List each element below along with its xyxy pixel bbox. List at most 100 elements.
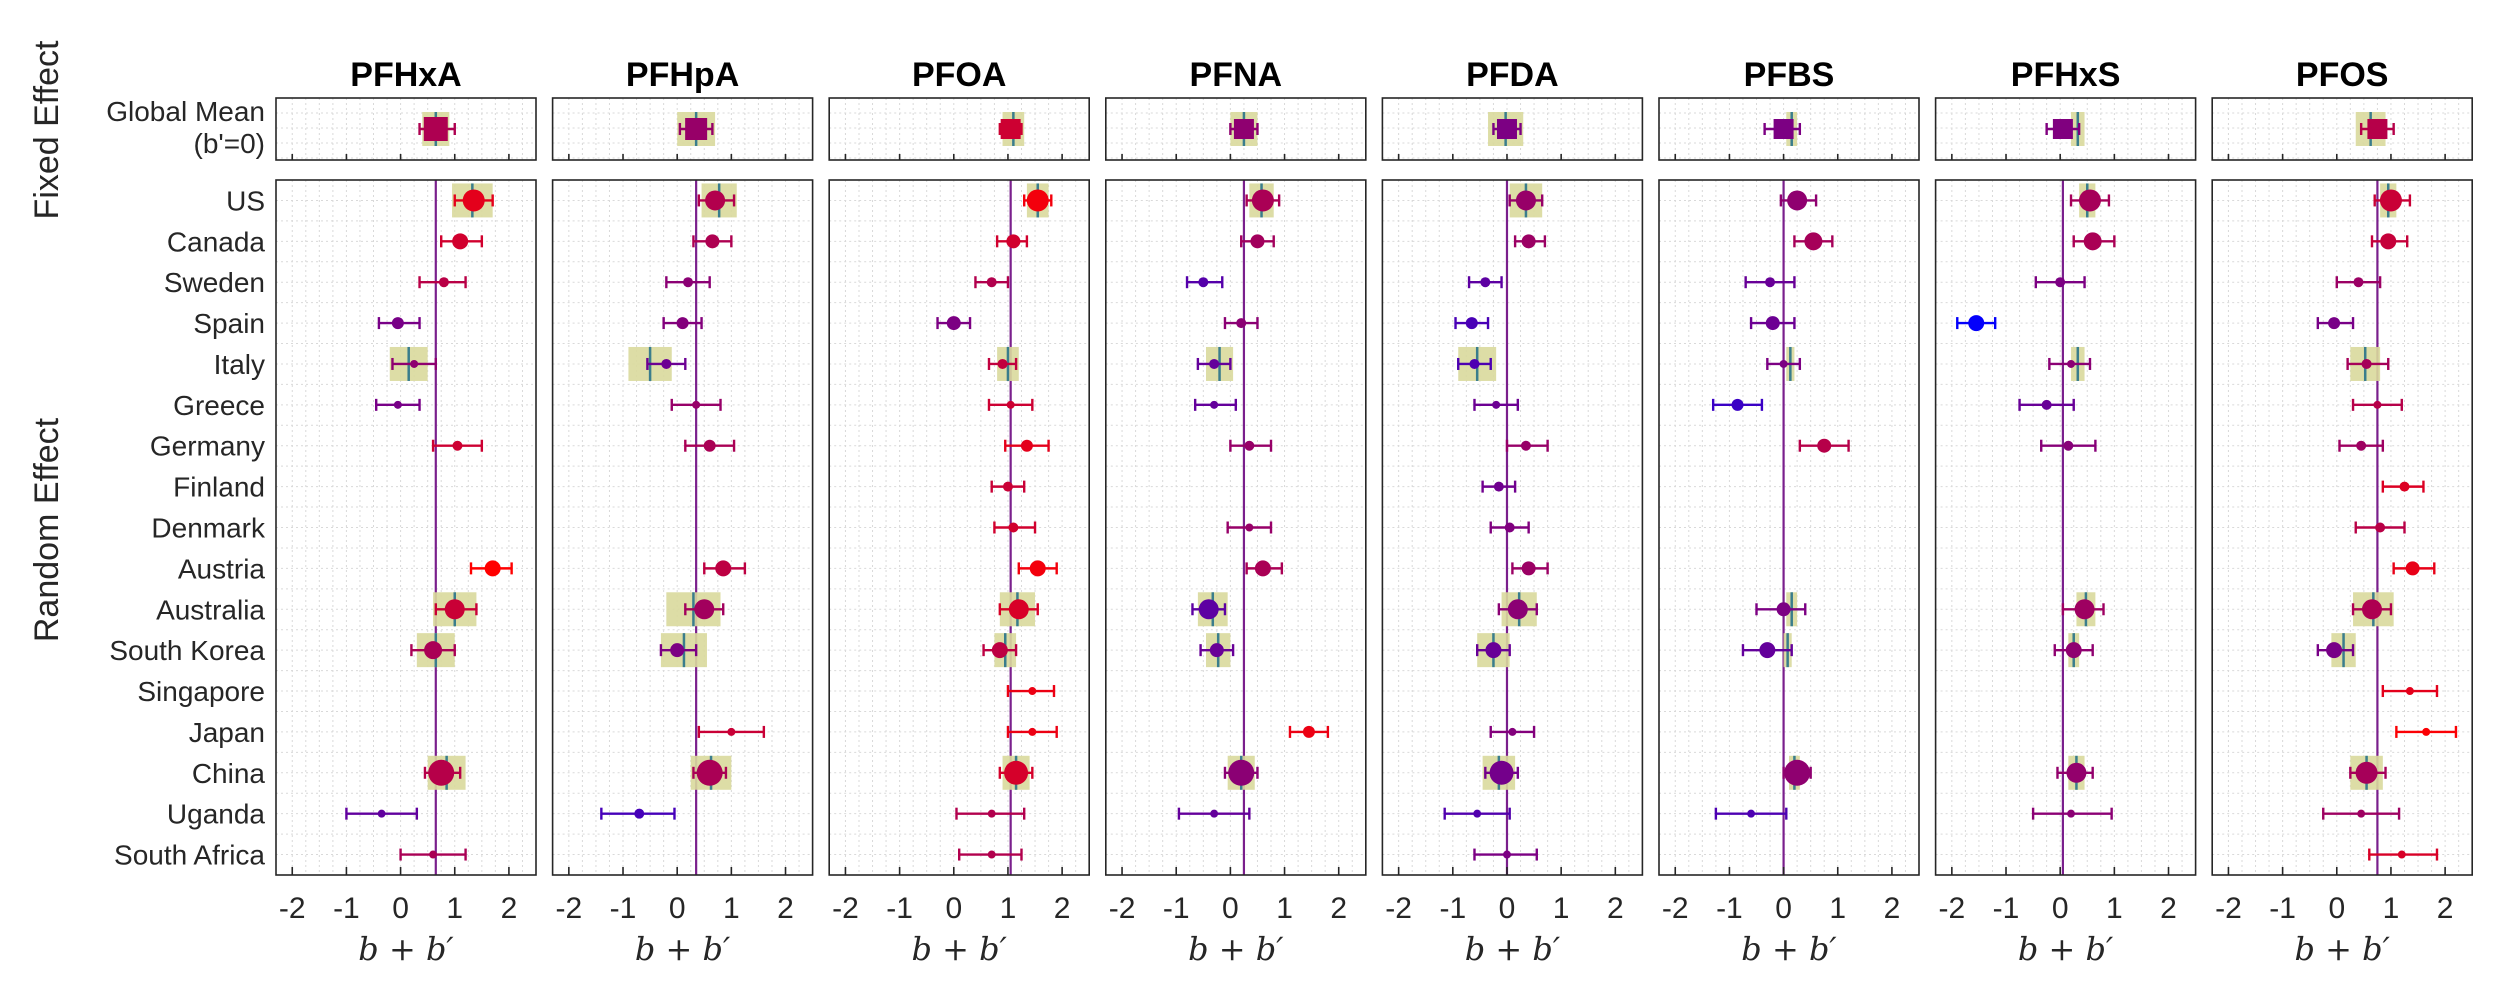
point-australia-marker (694, 599, 715, 620)
fixed-effect-frame (1381, 97, 1644, 161)
random-effect-frame (1934, 179, 2197, 876)
random-effect-frame (1658, 179, 1920, 876)
point-spain-marker (2328, 317, 2341, 330)
global-mean-marker (1000, 119, 1021, 139)
point-south-africa-marker (1502, 850, 1511, 859)
x-axis-label: b + b′ (635, 930, 731, 968)
x-tick-label: 0 (392, 892, 409, 925)
panel-pfoa: PFOA -2 -1 0 1 2 b + b′ (828, 56, 1091, 968)
point-us-marker (1515, 190, 1536, 211)
point-uganda-marker (2067, 809, 2076, 818)
point-austria-marker (1521, 561, 1536, 576)
row-label-finland: Finland (173, 472, 265, 503)
x-tick-label: 1 (2106, 892, 2123, 925)
panel-title: PFOA (912, 56, 1006, 94)
point-us-marker (1251, 189, 1274, 212)
point-spain-marker (676, 317, 689, 330)
point-australia-marker (1776, 602, 1791, 617)
point-austria-marker (1029, 560, 1046, 577)
panel-title: PFHxS (2011, 56, 2121, 94)
point-sweden-marker (1765, 277, 1776, 288)
point-uganda-marker (987, 809, 996, 818)
panel-pfna: PFNA -2 -1 0 1 2 b + b′ (1105, 56, 1367, 968)
point-china-marker (1228, 759, 1255, 786)
x-axis-label: b + b′ (2295, 930, 2391, 968)
x-tick-label: 2 (1884, 892, 1901, 925)
point-us-marker (462, 189, 485, 212)
fixed-effect-frame (1105, 97, 1367, 161)
panel-pfbs: PFBS -2 -1 0 1 2 b + b′ (1658, 56, 1920, 968)
point-south-korea-marker (424, 641, 443, 660)
point-china-marker (2355, 761, 2378, 784)
point-australia-marker (1507, 599, 1528, 620)
point-sweden-marker (2055, 277, 2066, 288)
point-south-korea-marker (2065, 642, 2082, 659)
row-label-us: US (226, 185, 265, 216)
point-spain-marker (1765, 316, 1780, 331)
point-australia-marker (444, 599, 465, 620)
panel-title: PFOS (2296, 56, 2389, 94)
point-uganda-marker (634, 808, 645, 819)
row-label-japan: Japan (189, 717, 265, 748)
fixed-effect-frame (828, 97, 1091, 161)
point-italy-marker (997, 358, 1008, 369)
x-tick-label: 1 (723, 892, 740, 925)
point-austria-marker (1254, 560, 1271, 577)
x-tick-label: 0 (2328, 892, 2345, 925)
point-spain-marker (1968, 315, 1985, 332)
x-tick-label: 0 (1775, 892, 1792, 925)
point-italy-marker (1779, 359, 1788, 368)
fixed-effect-frame (1658, 97, 1920, 161)
x-tick-label: 2 (1330, 892, 1347, 925)
point-italy-marker (2067, 359, 2076, 368)
point-germany-marker (2063, 440, 2074, 451)
point-greece-marker (692, 400, 701, 409)
point-japan-marker (727, 727, 736, 736)
point-spain-marker (1465, 317, 1478, 330)
point-australia-marker (2361, 599, 2382, 620)
random-effect-frame (1381, 179, 1644, 876)
point-austria-marker (2405, 561, 2420, 576)
point-canada-marker (705, 234, 720, 249)
x-tick-label: 0 (945, 892, 962, 925)
point-greece-marker (2373, 400, 2382, 409)
x-tick-label: -2 (556, 892, 583, 925)
x-tick-label: 2 (1607, 892, 1624, 925)
point-canada-marker (1006, 234, 1021, 249)
point-sweden-marker (1480, 277, 1491, 288)
fixed-effect-label: Fixed Effect (28, 40, 66, 219)
point-australia-marker (1008, 599, 1029, 620)
x-tick-label: 0 (1222, 892, 1239, 925)
point-south-korea-marker (1485, 642, 1502, 659)
point-spain-marker (1236, 318, 1247, 329)
x-tick-label: -2 (279, 892, 306, 925)
x-tick-label: 1 (1829, 892, 1846, 925)
x-tick-label: 0 (1499, 892, 1516, 925)
point-greece-marker (1731, 398, 1744, 411)
point-south-korea-marker (1759, 642, 1776, 659)
row-label-uganda: Uganda (167, 799, 266, 830)
point-canada-marker (452, 233, 469, 250)
point-south-africa-marker (2397, 850, 2406, 859)
x-tick-label: 2 (1054, 892, 1071, 925)
point-italy-marker (2361, 358, 2372, 369)
grid-lines (1382, 98, 1643, 875)
point-denmark-marker (2375, 522, 2386, 533)
point-italy-marker (410, 359, 419, 368)
point-china-marker (2066, 762, 2087, 783)
random-effect-frame (551, 179, 814, 876)
point-sweden-marker (1198, 277, 1209, 288)
point-denmark-marker (1504, 522, 1515, 533)
global-mean-marker (1233, 119, 1254, 139)
point-china-marker (428, 759, 455, 786)
row-label-greece: Greece (173, 390, 265, 421)
point-south-korea-marker (670, 643, 685, 658)
global-mean-label: Global Mean (106, 96, 265, 127)
point-spain-marker (946, 316, 961, 331)
x-tick-label: 2 (2160, 892, 2177, 925)
x-axis-label: b + b′ (1188, 930, 1284, 968)
x-tick-label: -1 (1163, 892, 1190, 925)
point-denmark-marker (1245, 523, 1254, 532)
panel-title: PFHpA (626, 56, 739, 94)
x-tick-label: -2 (1662, 892, 1689, 925)
